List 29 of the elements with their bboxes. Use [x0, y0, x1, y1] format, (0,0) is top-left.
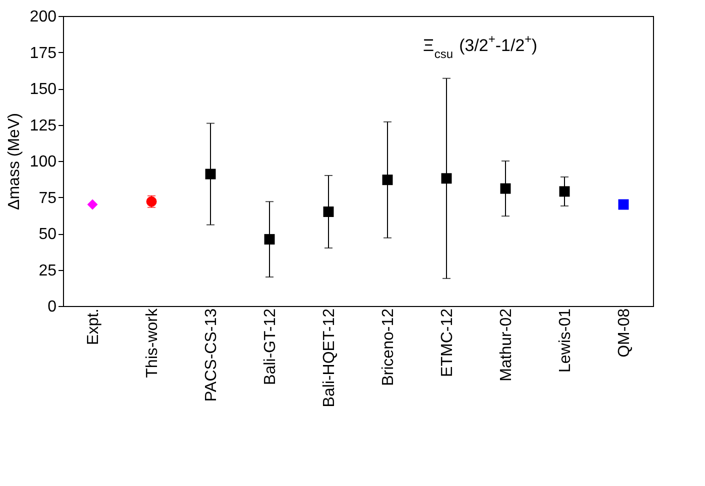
y-tick-label: 100 — [30, 154, 57, 170]
x-tick-label: Briceno-12 — [380, 308, 397, 386]
y-tick-label: 200 — [30, 8, 57, 26]
x-tick-label: Bali-HQET-12 — [321, 308, 338, 408]
x-tick-label: Mathur-02 — [498, 308, 515, 382]
y-tick-label: 175 — [30, 44, 57, 62]
x-tick-label: Lewis-01 — [557, 308, 574, 373]
point — [382, 174, 393, 186]
y-axis-title: Δmass (MeV) — [6, 113, 23, 210]
x-tick-label: This-work — [144, 308, 161, 378]
y-tick-label: 0 — [48, 298, 57, 316]
y-tick-label: 25 — [38, 262, 57, 280]
x-tick-label: Expt. — [85, 308, 102, 345]
x-tick-label: QM-08 — [616, 308, 633, 358]
point — [87, 199, 98, 210]
x-tick-label: PACS-CS-13 — [203, 308, 220, 402]
y-tick-label: 50 — [38, 226, 57, 243]
point — [500, 183, 511, 194]
point — [441, 173, 452, 184]
point — [618, 199, 629, 210]
y-tick-label: 75 — [38, 190, 57, 207]
x-tick-label: Bali-GT-12 — [262, 308, 279, 385]
y-tick-label: 150 — [30, 81, 57, 98]
point — [323, 206, 334, 217]
y-tick-label: 125 — [30, 117, 57, 134]
point — [264, 234, 275, 245]
point — [559, 186, 570, 197]
x-tick-label: ETMC-12 — [439, 308, 456, 377]
point — [205, 168, 216, 180]
